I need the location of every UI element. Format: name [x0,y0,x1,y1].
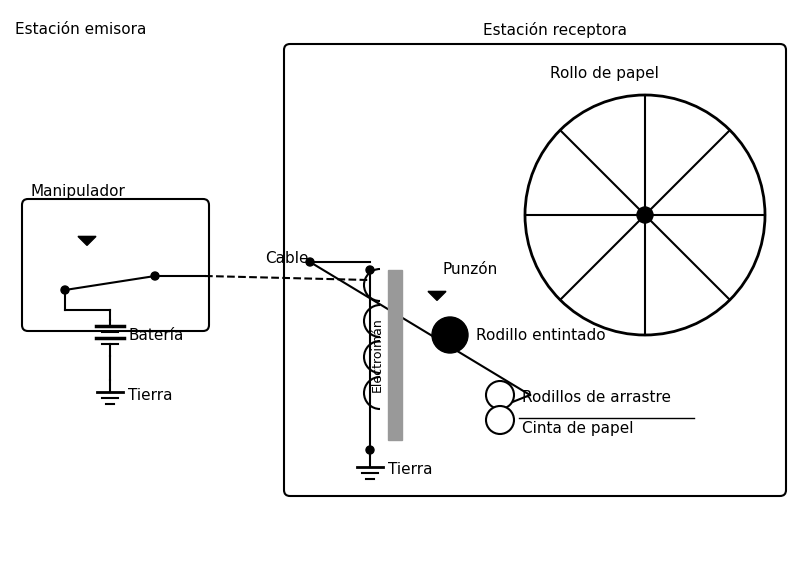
Circle shape [486,406,514,434]
Bar [388,270,402,440]
Circle shape [637,207,653,223]
Circle shape [151,272,159,280]
Circle shape [61,286,69,294]
Text: Cinta de papel: Cinta de papel [522,420,634,436]
FancyBboxPatch shape [22,199,209,331]
Text: Rodillos de arrastre: Rodillos de arrastre [522,390,671,404]
Text: Tierra: Tierra [128,387,173,403]
Text: Estación emisora: Estación emisora [15,22,146,37]
Circle shape [306,258,314,266]
Text: Batería: Batería [128,328,183,342]
Circle shape [525,95,765,335]
Polygon shape [78,237,96,245]
Text: Estación receptora: Estación receptora [483,22,627,38]
Circle shape [366,266,374,274]
Text: Tierra: Tierra [388,463,433,477]
Polygon shape [428,291,446,301]
Text: Rodillo entintado: Rodillo entintado [476,328,606,342]
Text: Punzón: Punzón [442,262,498,277]
Text: Cable: Cable [266,251,309,266]
FancyBboxPatch shape [284,44,786,496]
Circle shape [432,317,468,353]
Text: Manipulador: Manipulador [30,184,125,199]
Text: Rollo de papel: Rollo de papel [550,66,659,81]
Text: Electroimán: Electroimán [371,318,384,392]
Circle shape [366,446,374,454]
Circle shape [486,381,514,409]
